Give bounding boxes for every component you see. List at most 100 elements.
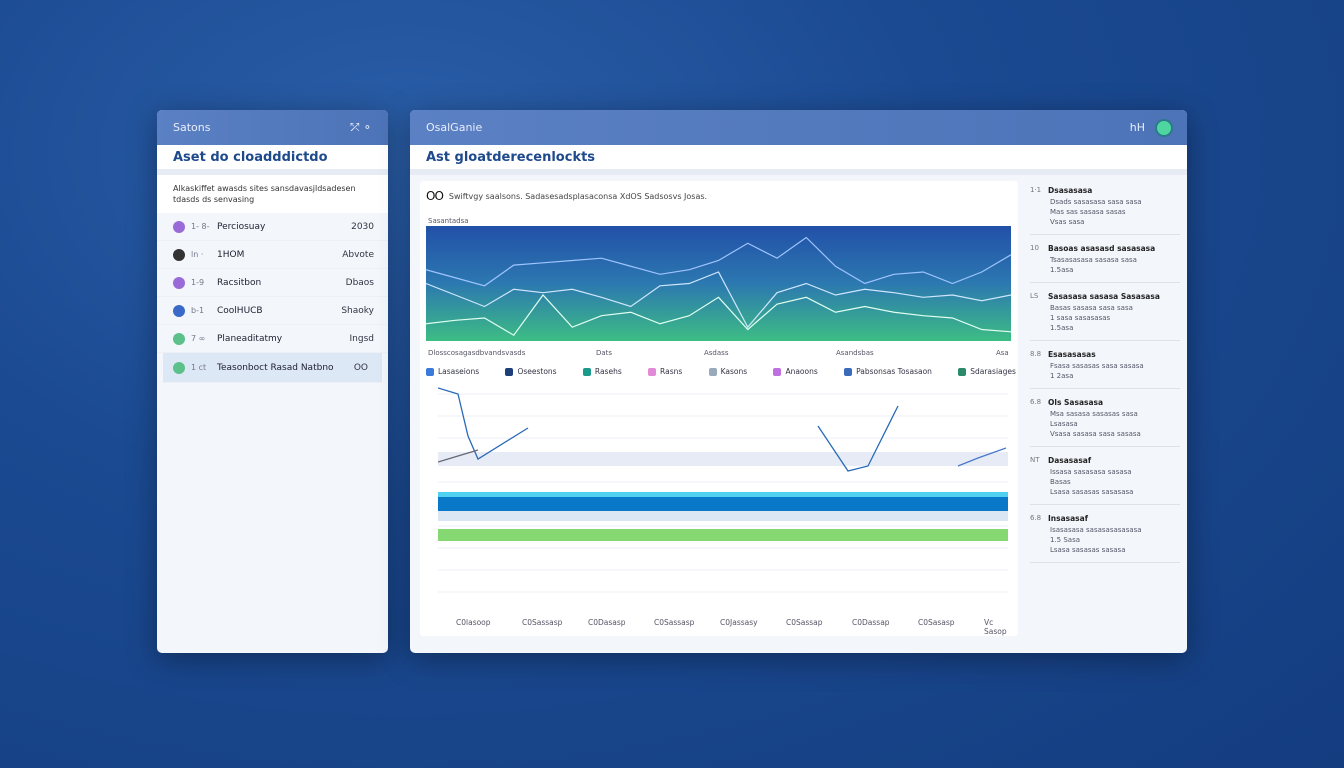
item-label: CoolHUCB [217,305,263,316]
x-tick-label: C0Sassap [786,618,823,627]
activity-number: 8.8 [1030,350,1042,358]
activity-line: Isasasasa sasasasasasasa [1050,526,1142,534]
activity-item[interactable]: 8.8 Esasasasas Fsasa sasasas sasa sasasa 1 … [1030,350,1180,389]
item-value: Shaoky [341,305,374,316]
chart-sublabel: Asandsbas [836,349,874,357]
legend-label: Lasaseions [438,367,480,376]
activity-number: LS [1030,292,1039,300]
legend-item[interactable]: Kasons [708,367,748,376]
trend-line [437,449,479,463]
legend-swatch [648,368,657,376]
item-mini: ln · [191,250,204,259]
activity-title: Insasasaf [1048,514,1088,523]
chart-legend: Lasaseions Oseestons Rasehs Rasns Kasons Anao… [426,367,1016,376]
activity-title: Esasasasas [1048,350,1096,359]
activity-line: Issasa sasasasa sasasa [1050,468,1132,476]
legend-item[interactable]: Anaoons [773,367,818,376]
legend-label: Pabsonsas Tosasaon [856,367,932,376]
item-icon [173,276,185,289]
main-header-title: OsalGanie [426,121,483,134]
activity-item[interactable]: 10 Basoas asasasd sasasasa Tsasasasasa sas… [1030,244,1180,283]
item-icon [173,220,185,233]
activity-line: Lsasa sasasas sasasa [1050,546,1126,554]
item-mini: 7 ∞ [191,334,206,343]
legend-label: Rasns [660,367,683,376]
activity-line: 1.5asa [1050,324,1074,332]
activity-line: Lsasa sasasas sasasasa [1050,488,1134,496]
activity-line: Basas [1050,478,1071,486]
main-title: Ast gloatderecenlockts [410,145,1187,175]
legend-label: Anaoons [785,367,818,376]
legend-item[interactable]: Lasaseions [426,367,479,376]
list-item[interactable]: b-1 CoolHUCB Shaoky [157,297,388,325]
x-tick-label: C0Dassap [852,618,890,627]
activity-line: 1 sasa sasasasas [1050,314,1111,322]
item-label: Teasonboct Rasad Natbno [217,362,334,373]
legend-swatch [844,368,853,376]
activity-line: Vsasa sasasa sasa sasasa [1050,430,1141,438]
activity-item[interactable]: 6.8 Ols Sasasasa Msa sasasa sasasas sasa Ls… [1030,398,1180,447]
item-icon [173,361,185,374]
activity-number: 10 [1030,244,1039,252]
activity-line: 1.5 Sasa [1050,536,1081,544]
item-icon [173,332,185,345]
activity-item[interactable]: 1·1 Dsasasasa Dsads sasasasa sasa sasa Mas … [1030,186,1180,235]
x-tick-label: C0Jassasy [720,618,758,627]
item-mini: b-1 [191,306,205,315]
x-tick-label: C0Sasasp [918,618,955,627]
legend-swatch [773,368,782,376]
activity-item[interactable]: 6.8 Insasasaf Isasasasa sasasasasasasa 1.5 … [1030,514,1180,563]
activity-item[interactable]: LS Sasasasa sasasa Sasasasa Basas sasasa s… [1030,292,1180,341]
status-avatar[interactable] [1157,120,1171,135]
x-tick-label: C0Sassasp [654,618,695,627]
activity-title: Basoas asasasd sasasasa [1048,244,1156,253]
bar-cyan [438,492,1008,497]
list-item[interactable]: 7 ∞ Planeaditatmy Ingsd [157,325,388,353]
legend-item[interactable]: Oseestons [505,367,557,376]
activity-line: Basas sasasa sasa sasa [1050,304,1133,312]
chart-sublabel: Dats [596,349,613,357]
panel-title: Aset do cloadddictdo [157,145,388,175]
legend-item[interactable]: Rasns [648,367,682,376]
legend-item[interactable]: Sdarasiages [958,367,1016,376]
x-tick-label: C0lasoop [456,618,491,627]
toggle-icon[interactable]: OO [426,189,444,203]
activity-title: Sasasasa sasasa Sasasasa [1048,292,1160,301]
list-item[interactable]: ln · 1HOM Abvote [157,241,388,269]
list-item[interactable]: 1- 8- Perciosuay 2030 [157,213,388,241]
legend-label: Kasons [720,367,748,376]
activity-number: 6.8 [1030,514,1042,522]
activity-list: 1·1 Dsasasasa Dsads sasasasa sasa sasa Mas … [1030,186,1180,572]
list-item[interactable]: 1 ct Teasonboct Rasad Natbno OO [163,353,382,383]
chart-sublabel: Asdass [704,349,729,357]
header-badge: hH [1129,121,1145,134]
x-tick-label: Vc Sasop [984,618,1007,636]
main-panel: OsalGanie hH Ast gloatderecenlockts OO Swi… [410,110,1187,653]
chart-caption: Sasantadsa [428,217,469,225]
activity-line: 1 2asa [1050,372,1074,380]
series-line-upper_series [425,236,1012,287]
activity-number: 6.8 [1030,398,1042,406]
activity-line: 1.5asa [1050,266,1074,274]
assets-panel: Satons ⤱ ⚬ Aset do cloadddictdo Alkaskiff… [157,110,388,653]
chart-sublabel: Dlosscosagasdbvandsvasds [428,349,526,357]
series-line-mid_series [425,271,1012,329]
list-item[interactable]: 1-9 Racsitbon Dbaos [157,269,388,297]
legend-swatch [582,368,591,376]
legend-item[interactable]: Pabsonsas Tosasaon [844,367,932,376]
legend-swatch [505,368,514,376]
activity-line: Mas sas sasasa sasas [1050,208,1126,216]
activity-line: Vsas sasa [1050,218,1085,226]
item-value: OO [353,362,368,373]
panel-header: Satons ⤱ ⚬ [157,110,388,145]
card-description: Swiftvgy saalsons. Sadasesadsplasaconsa … [448,191,708,201]
item-value: Ingsd [349,333,374,344]
activity-item[interactable]: NT Dasasasaf Issasa sasasasa sasasa Basas Ls… [1030,456,1180,505]
activity-number: NT [1030,456,1040,464]
activity-title: Dsasasasa [1048,186,1093,195]
settings-icon[interactable]: ⤱ ⚬ [350,120,372,134]
item-value: 2030 [351,221,374,232]
panel-header-title: Satons [173,121,211,134]
timeline-chart [437,386,1008,611]
legend-item[interactable]: Rasehs [582,367,622,376]
